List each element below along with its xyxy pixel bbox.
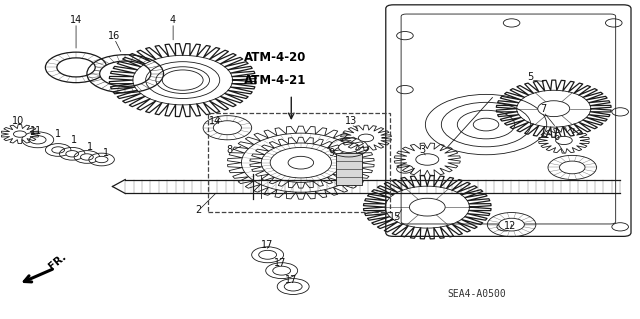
Text: 8: 8 bbox=[227, 145, 232, 155]
Text: ATM-4-21: ATM-4-21 bbox=[244, 74, 307, 86]
Circle shape bbox=[416, 154, 439, 165]
Circle shape bbox=[284, 282, 302, 291]
Text: 3: 3 bbox=[419, 145, 425, 155]
FancyBboxPatch shape bbox=[336, 153, 362, 185]
Text: SEA4-A0500: SEA4-A0500 bbox=[448, 289, 506, 299]
Text: 17: 17 bbox=[262, 240, 274, 250]
Circle shape bbox=[273, 266, 291, 275]
Text: 2: 2 bbox=[196, 205, 202, 215]
Text: FR.: FR. bbox=[47, 251, 68, 271]
Text: 1: 1 bbox=[87, 142, 93, 152]
Circle shape bbox=[556, 136, 572, 145]
Text: 1: 1 bbox=[71, 136, 77, 145]
Text: 14: 14 bbox=[70, 15, 82, 25]
Circle shape bbox=[81, 154, 93, 160]
Text: 11: 11 bbox=[29, 126, 42, 136]
Text: 17: 17 bbox=[274, 258, 287, 268]
Circle shape bbox=[57, 58, 95, 77]
Text: 9: 9 bbox=[328, 148, 335, 158]
Circle shape bbox=[66, 151, 79, 157]
Text: 1: 1 bbox=[103, 148, 109, 158]
Circle shape bbox=[288, 156, 314, 169]
Text: 17: 17 bbox=[285, 275, 298, 285]
Circle shape bbox=[259, 250, 276, 259]
Text: 14: 14 bbox=[209, 116, 221, 126]
Circle shape bbox=[559, 161, 585, 174]
Text: 6: 6 bbox=[553, 132, 559, 142]
Text: ATM-4-20: ATM-4-20 bbox=[244, 51, 307, 64]
Circle shape bbox=[358, 134, 374, 142]
Text: 12: 12 bbox=[504, 221, 516, 231]
Circle shape bbox=[52, 147, 65, 153]
Text: 5: 5 bbox=[527, 72, 534, 82]
Circle shape bbox=[538, 101, 570, 117]
Circle shape bbox=[100, 61, 151, 86]
Text: 13: 13 bbox=[344, 116, 356, 126]
Circle shape bbox=[339, 142, 359, 152]
Text: 15: 15 bbox=[389, 212, 401, 222]
Circle shape bbox=[163, 70, 203, 90]
Text: 10: 10 bbox=[12, 116, 25, 126]
Circle shape bbox=[473, 118, 499, 131]
Text: 4: 4 bbox=[170, 15, 176, 25]
Text: 16: 16 bbox=[108, 31, 120, 41]
Circle shape bbox=[499, 218, 524, 231]
Circle shape bbox=[13, 131, 26, 137]
Circle shape bbox=[29, 136, 46, 144]
Circle shape bbox=[95, 156, 108, 163]
Text: 1: 1 bbox=[55, 129, 61, 139]
Text: 7: 7 bbox=[540, 104, 547, 114]
Circle shape bbox=[410, 198, 445, 216]
Circle shape bbox=[213, 121, 241, 135]
